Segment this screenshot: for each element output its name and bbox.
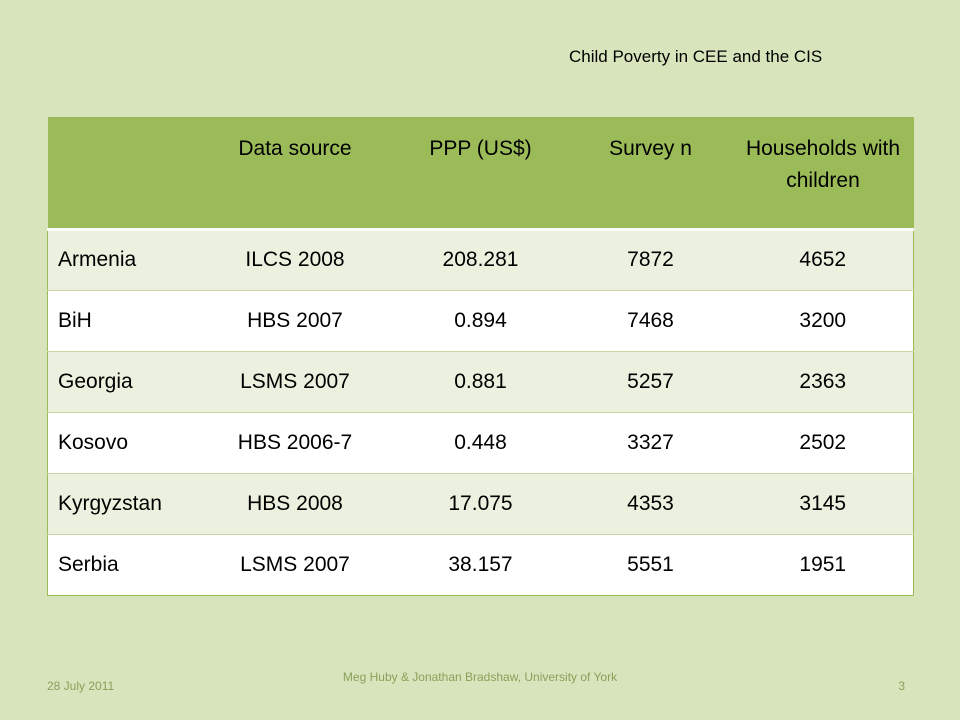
cell-country: Kyrgyzstan [47,473,198,535]
cell-survey-n: 7872 [568,227,733,291]
table-row: Georgia LSMS 2007 0.881 5257 2363 [47,351,914,413]
cell-ppp: 17.075 [392,473,569,535]
table-row: Kyrgyzstan HBS 2008 17.075 4353 3145 [47,473,914,535]
table-header-row: Data source PPP (US$) Survey n Household… [47,117,914,229]
header-cell-ppp: PPP (US$) [429,137,532,160]
page-number: 3 [898,679,905,693]
cell-ppp: 0.894 [392,290,569,352]
cell-data-source: ILCS 2008 [197,227,393,291]
cell-households: 2502 [732,412,914,474]
cell-ppp: 208.281 [392,227,569,291]
data-table: Data source PPP (US$) Survey n Household… [47,117,914,596]
cell-ppp: 0.448 [392,412,569,474]
table-row: Armenia ILCS 2008 208.281 7872 4652 [47,227,914,291]
cell-survey-n: 7468 [568,290,733,352]
cell-survey-n: 5257 [568,351,733,413]
footer-credit: Meg Huby & Jonathan Bradshaw, University… [342,670,618,684]
cell-data-source: HBS 2008 [197,473,393,535]
cell-households: 1951 [732,534,914,596]
slide-header-title: Child Poverty in CEE and the CIS [569,47,823,66]
header-cell-households: Households with children [745,137,901,192]
header-cell-survey-n: Survey n [609,137,692,160]
cell-country: Kosovo [47,412,198,474]
header-cell-data-source: Data source [238,137,352,160]
cell-households: 3145 [732,473,914,535]
table-row: Serbia LSMS 2007 38.157 5551 1951 [47,534,914,596]
cell-households: 3200 [732,290,914,352]
cell-survey-n: 3327 [568,412,733,474]
cell-country: Georgia [47,351,198,413]
cell-data-source: LSMS 2007 [197,534,393,596]
header-cell-empty [47,117,198,229]
cell-country: Serbia [47,534,198,596]
cell-households: 2363 [732,351,914,413]
cell-ppp: 0.881 [392,351,569,413]
table-row: Kosovo HBS 2006-7 0.448 3327 2502 [47,412,914,474]
cell-country: BiH [47,290,198,352]
cell-country: Armenia [47,227,198,291]
footer-date: 28 July 2011 [47,679,115,693]
table-row: BiH HBS 2007 0.894 7468 3200 [47,290,914,352]
cell-data-source: LSMS 2007 [197,351,393,413]
cell-ppp: 38.157 [392,534,569,596]
cell-survey-n: 5551 [568,534,733,596]
cell-data-source: HBS 2007 [197,290,393,352]
cell-survey-n: 4353 [568,473,733,535]
cell-households: 4652 [732,227,914,291]
cell-data-source: HBS 2006-7 [197,412,393,474]
